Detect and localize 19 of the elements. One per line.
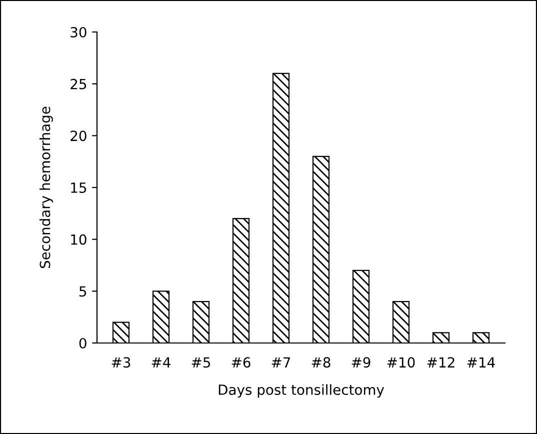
y-tick-label: 10: [71, 234, 86, 245]
x-tick-label: #5: [192, 357, 210, 368]
x-tick-label: #9: [352, 357, 370, 368]
y-tick-label: 15: [71, 182, 86, 193]
y-tick-label: 25: [70, 78, 86, 90]
y-tick-label: 0: [79, 338, 86, 348]
y-tick-label: 5: [80, 286, 86, 297]
x-tick-label: #7: [272, 357, 290, 368]
y-tick-label: 20: [70, 130, 86, 142]
x-tick-label: #8: [312, 357, 330, 368]
x-axis-title: Days post tonsillectomy: [218, 384, 384, 398]
x-tick-label: #4: [152, 357, 170, 368]
y-axis-title: Secondary hemorrhage: [39, 106, 53, 268]
x-tick-label: #14: [467, 357, 495, 368]
x-tick-label: #6: [232, 357, 250, 368]
x-tick-label: #3: [112, 357, 130, 368]
x-tick-label: #12: [427, 357, 454, 368]
x-tick-label: #10: [387, 357, 415, 368]
y-tick-label: 30: [70, 26, 86, 38]
